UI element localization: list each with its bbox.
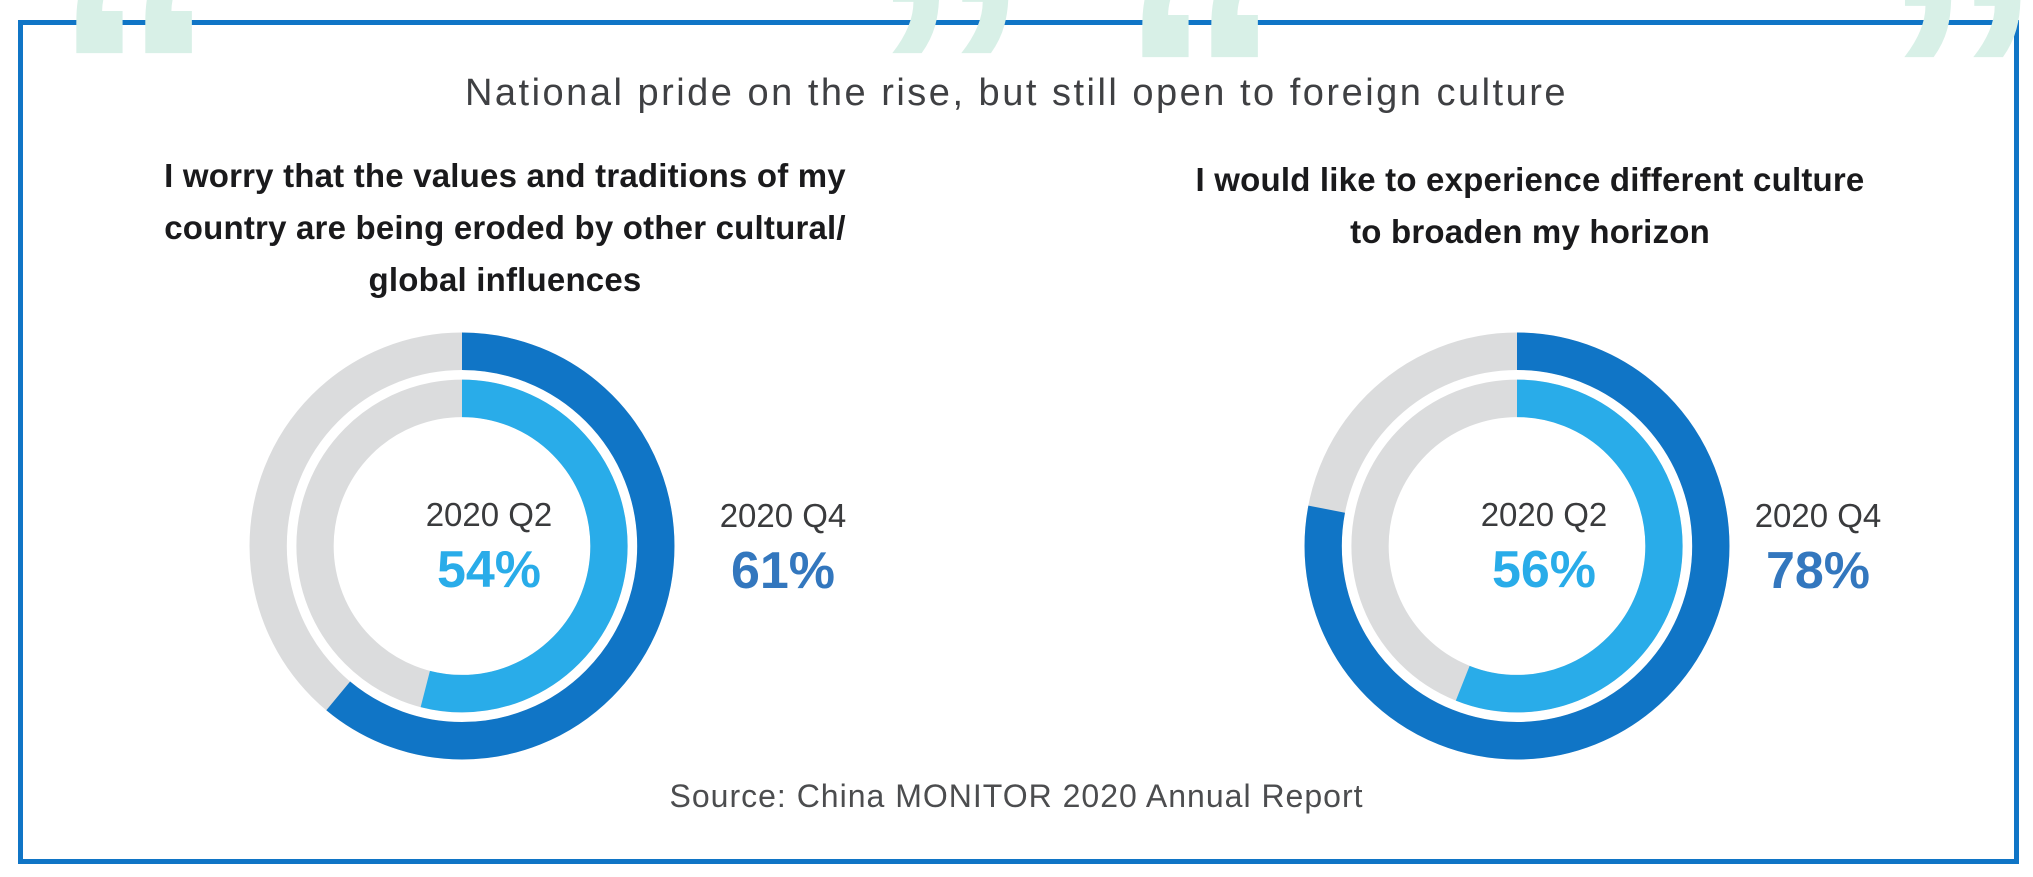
q2-period-label: 2020 Q2 [1480, 496, 1608, 533]
right-donut-center-label: 2020 Q2 56% [1304, 496, 1730, 600]
left-donut-side-label: 2020 Q4 61% [688, 497, 878, 601]
left-quote-text: I worry that the values and traditions o… [80, 150, 930, 306]
open-quote-icon: “ [1118, 0, 1283, 261]
close-quote-icon: ” [868, 0, 1033, 257]
left-donut-svg [249, 332, 675, 760]
q2-ring-arc [1351, 379, 1683, 713]
q4-period-label: 2020 Q4 [719, 497, 847, 534]
close-quote-icon: ” [1880, 0, 2033, 261]
q2-ring-arc [296, 379, 628, 713]
quote-line: global influences [368, 261, 642, 298]
left-donut-chart: 2020 Q2 54% [249, 332, 675, 760]
right-quote-text: I would like to experience different cul… [1130, 154, 1930, 258]
q4-value: 61% [730, 542, 836, 600]
q4-ring-arc [249, 332, 675, 760]
q2-value: 54% [436, 541, 542, 599]
quote-line: to broaden my horizon [1350, 213, 1710, 250]
open-quote-icon: “ [52, 0, 217, 257]
q2-value: 56% [1491, 541, 1597, 599]
q4-value: 78% [1765, 542, 1871, 600]
q2-period-label: 2020 Q2 [425, 496, 553, 533]
quote-line: I worry that the values and traditions o… [164, 157, 846, 194]
source-caption: Source: China MONITOR 2020 Annual Report [669, 778, 1364, 814]
page-title: National pride on the rise, but still op… [464, 72, 1569, 114]
q4-ring-arc [1304, 332, 1730, 760]
right-donut-chart: 2020 Q2 56% [1304, 332, 1730, 760]
right-donut-side-label: 2020 Q4 78% [1723, 497, 1913, 601]
right-donut-svg [1304, 332, 1730, 760]
quote-line: I would like to experience different cul… [1195, 161, 1865, 198]
left-donut-center-label: 2020 Q2 54% [249, 496, 675, 600]
quote-line: country are being eroded by other cultur… [164, 209, 846, 246]
q4-period-label: 2020 Q4 [1754, 497, 1882, 534]
